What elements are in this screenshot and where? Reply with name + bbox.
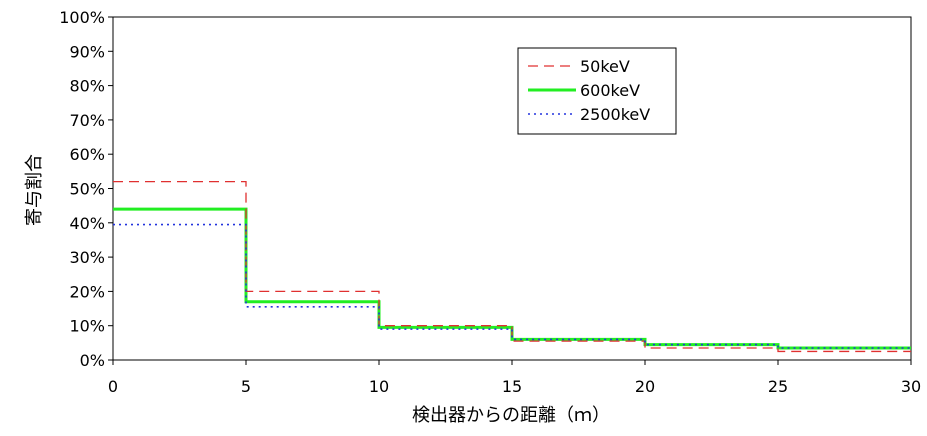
x-tick-label: 20 [635,377,655,396]
legend: 50keV 600keV 2500keV [517,47,677,135]
y-tick-label: 90% [69,42,105,61]
y-tick-label: 30% [69,248,105,267]
x-tick-label: 30 [901,377,921,396]
axis-ticks: 0% 10% 20% 30% 40% 50% 60% 70% 80% 90% 100% 0 5 10 15 2… [59,8,921,396]
plot-area [112,16,912,361]
x-tick-label: 25 [768,377,788,396]
y-tick-label: 10% [69,317,105,336]
legend-label: 600keV [580,81,640,100]
y-tick-label: 0% [80,351,105,370]
plot-frame [112,16,912,361]
x-tick-label: 15 [502,377,522,396]
x-tick-label: 5 [241,377,251,396]
y-tick-label: 80% [69,77,105,96]
legend-label: 2500keV [580,105,650,124]
x-tick-label: 10 [369,377,389,396]
y-tick-label: 20% [69,282,105,301]
legend-label: 50keV [580,57,630,76]
x-tick-label: 0 [108,377,118,396]
y-tick-label: 40% [69,214,105,233]
series-group [113,180,911,353]
y-tick-label: 60% [69,145,105,164]
y-tick-label: 100% [59,8,105,27]
y-tick-label: 50% [69,180,105,199]
x-axis-title: 検出器からの距離（ｍ） [412,405,610,426]
y-axis-title: 寄与割合 [24,154,45,226]
y-tick-label: 70% [69,111,105,130]
